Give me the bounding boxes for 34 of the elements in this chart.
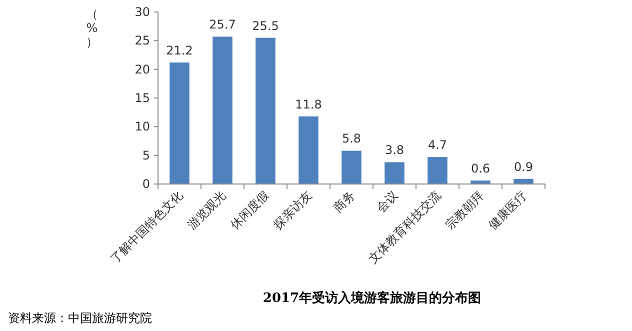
y-axis-title: （%） [86,7,98,49]
data-label: 4.7 [428,138,448,152]
x-tick-label: 探亲访友 [270,188,315,232]
data-label: 3.8 [384,143,404,158]
bar [298,116,318,184]
y-tick-label: 10 [134,120,150,134]
x-tick-label: 会议 [374,188,401,216]
data-label: 11.8 [295,97,322,112]
x-tick-label: 休闲度假 [228,188,272,232]
bar [428,157,448,184]
data-label: 25.5 [252,18,279,33]
bar [256,38,276,184]
y-tick-label: 5 [142,148,150,162]
y-tick-label: 20 [134,62,150,76]
data-label: 25.7 [209,18,236,32]
bar [212,36,232,184]
x-tick-label: 游览观光 [184,188,229,232]
bar [170,62,190,184]
data-label: 0.6 [470,162,490,176]
bar [384,162,404,184]
data-label: 5.8 [342,132,362,146]
x-tick-label: 宗教朝拜 [442,188,487,232]
y-tick-label: 25 [134,34,150,48]
text: 2017年受访入境游客旅游目的分布图 [262,290,482,306]
y-tick-label: 15 [134,91,150,105]
x-tick-label: 了解中国特色文化 [108,188,186,266]
y-tick-label: 30 [134,5,150,19]
x-tick-label: 商务 [330,188,358,216]
text: 资料来源：中国旅游研究院 [8,311,152,325]
data-label: 0.9 [514,160,534,174]
x-tick-label: 健康医疗 [486,188,530,232]
data-label: 21.2 [166,43,193,58]
bar [342,150,362,184]
y-tick-label: 0 [142,177,150,191]
